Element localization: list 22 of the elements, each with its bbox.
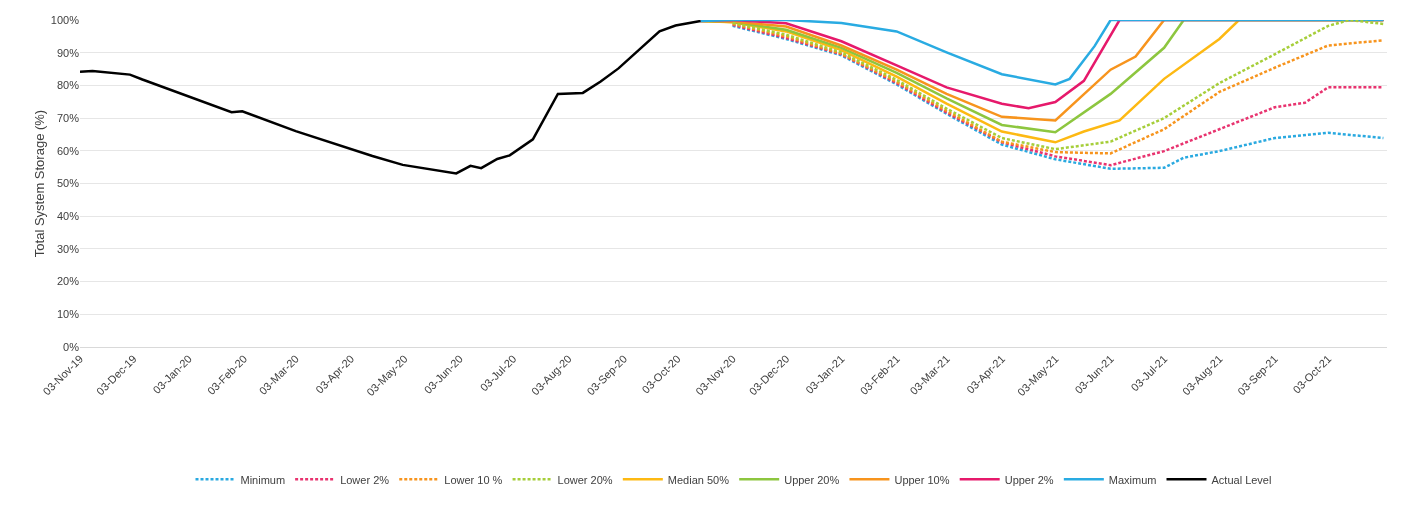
legend-label: Lower 20% <box>557 473 613 486</box>
y-tick-label: 40% <box>56 210 80 223</box>
legend-label: Actual Level <box>1211 473 1272 486</box>
y-tick-label: 0% <box>63 340 80 353</box>
legend-label: Lower 10 % <box>444 473 503 486</box>
y-tick-label: 20% <box>56 275 80 288</box>
y-tick-label: 80% <box>56 79 80 92</box>
y-tick-label: 90% <box>56 46 80 59</box>
y-tick-label: 100% <box>50 13 80 26</box>
y-axis-title: Total System Storage (%) <box>32 109 47 258</box>
legend-label: Median 50% <box>667 473 730 486</box>
legend-label: Upper 20% <box>784 473 840 486</box>
y-tick-label: 50% <box>56 177 80 190</box>
legend-label: Upper 2% <box>1004 473 1054 486</box>
legend-label: Lower 2% <box>340 473 390 486</box>
y-tick-label: 70% <box>56 111 80 124</box>
y-tick-label: 30% <box>56 242 80 255</box>
y-tick-label: 10% <box>56 308 80 321</box>
legend-label: Upper 10% <box>894 473 950 486</box>
legend-label: Minimum <box>240 473 286 486</box>
y-tick-label: 60% <box>56 144 80 157</box>
legend-label: Maximum <box>1108 473 1157 486</box>
